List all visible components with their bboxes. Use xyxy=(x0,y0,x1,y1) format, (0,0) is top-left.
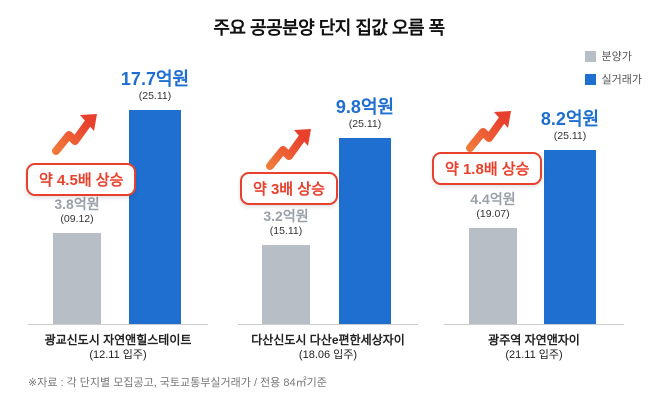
caption-g2: 다산신도시 다산e편한세상자이 (18.06 입주) xyxy=(238,332,418,363)
bar-value-label: 9.8억원 xyxy=(335,96,395,117)
bar-column-g1-bunyangga: 3.8억원 (09.12) xyxy=(53,196,101,325)
baseline-g2 xyxy=(238,324,418,325)
legend-swatch-blue xyxy=(584,73,596,85)
bar-date-label: (19.07) xyxy=(476,208,510,221)
complex-name: 광교신도시 자연앤힐스테이트 xyxy=(44,333,192,347)
bar-value-label: 8.2억원 xyxy=(540,108,600,129)
bar-g1-bunyangga xyxy=(53,233,101,325)
source-footnote: ※자료 : 각 단지별 모집공고, 국토교통부실거래가 / 전용 84㎡기준 xyxy=(28,377,327,389)
rise-arrow-icon xyxy=(466,111,511,152)
bar-column-g2-bunyangga: 3.2억원 (15.11) xyxy=(262,208,310,325)
move-in-date: (12.11 입주) xyxy=(89,349,147,362)
bar-date-label: (09.12) xyxy=(60,213,94,226)
bar-g3-bunyangga xyxy=(469,228,517,325)
bar-column-g1-silgeorae: 17.7억원 (25.11) xyxy=(121,69,189,325)
rise-arrow-icon xyxy=(52,114,97,155)
bar-column-g3-silgeorae: 8.2억원 (25.11) xyxy=(540,108,600,325)
move-in-date: (18.06 입주) xyxy=(298,349,358,362)
baseline-g1 xyxy=(28,324,208,325)
move-in-date: (21.11 입주) xyxy=(505,349,563,362)
bar-column-g2-silgeorae: 9.8억원 (25.11) xyxy=(335,96,395,325)
complex-name: 광주역 자연앤자이 xyxy=(488,333,580,347)
bar-value-label: 17.7억원 xyxy=(120,68,190,89)
legend-swatch-gray xyxy=(584,50,596,62)
bar-g2-silgeorae xyxy=(339,138,391,325)
bar-column-g3-bunyangga: 4.4억원 (19.07) xyxy=(469,191,517,325)
rise-badge-g3: 약 1.8배 상승 xyxy=(432,152,543,185)
page-title: 주요 공공분양 단지 집값 오름 폭 xyxy=(213,18,445,38)
bar-g1-silgeorae xyxy=(129,110,181,325)
caption-g3: 광주역 자연앤자이 (21.11 입주) xyxy=(444,332,624,363)
bar-date-label: (25.11) xyxy=(553,130,587,143)
rise-badge-g1: 약 4.5배 상승 xyxy=(26,163,137,196)
legend: 분양가 실거래가 xyxy=(584,48,642,87)
legend-label: 실거래가 xyxy=(601,74,642,86)
rise-arrow-icon xyxy=(266,129,311,170)
legend-item-bunyangga: 분양가 xyxy=(584,48,642,64)
baseline-g3 xyxy=(444,324,624,325)
rise-badge-g2: 약 3배 상승 xyxy=(240,172,338,205)
complex-name: 다산신도시 다산e편한세상자이 xyxy=(251,333,405,347)
bar-value-label: 4.4억원 xyxy=(470,191,516,208)
caption-g1: 광교신도시 자연앤힐스테이트 (12.11 입주) xyxy=(28,332,208,363)
bar-date-label: (15.11) xyxy=(269,225,303,238)
bar-date-label: (25.11) xyxy=(138,90,172,103)
legend-item-silgeoraega: 실거래가 xyxy=(584,71,642,87)
bar-g3-silgeorae xyxy=(544,150,596,325)
bar-value-label: 3.8억원 xyxy=(54,196,100,213)
bar-value-label: 3.2억원 xyxy=(263,208,309,225)
legend-label: 분양가 xyxy=(601,51,632,63)
bar-date-label: (25.11) xyxy=(348,118,382,131)
bar-g2-bunyangga xyxy=(262,245,310,325)
